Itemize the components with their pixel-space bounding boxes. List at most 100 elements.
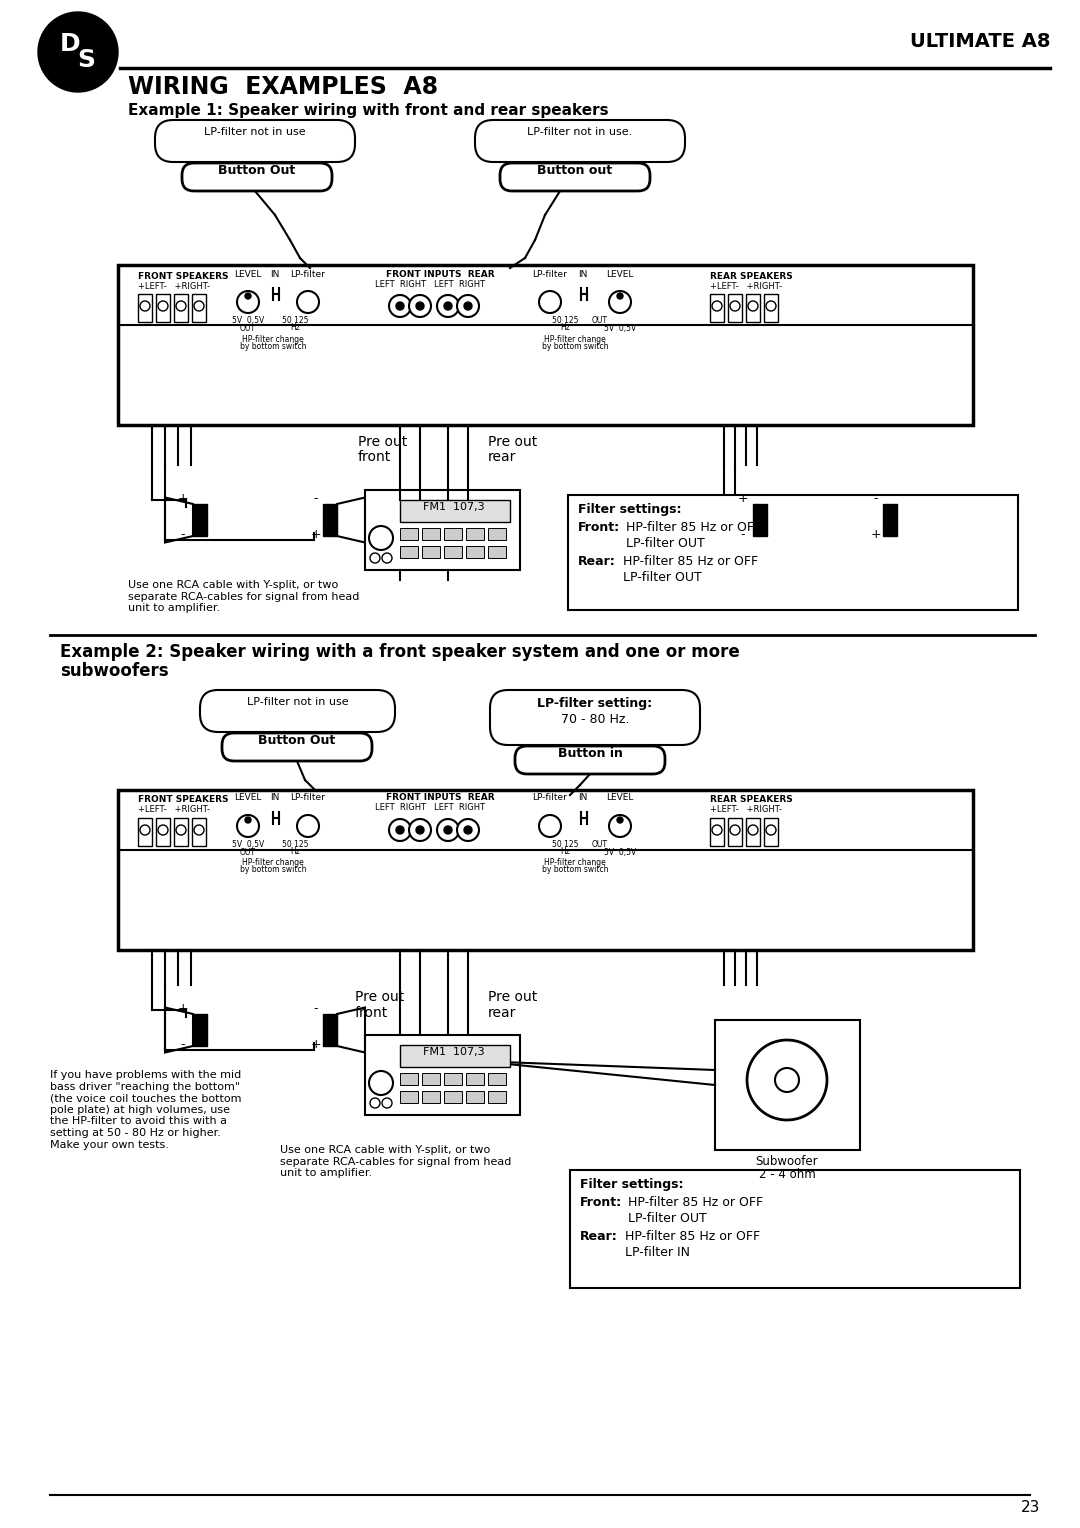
Polygon shape — [165, 1007, 193, 1053]
Bar — [138, 817, 152, 847]
Text: Pre out: Pre out — [357, 435, 407, 449]
Text: 5V  0,5V: 5V 0,5V — [604, 848, 636, 857]
Bar — [118, 264, 973, 425]
Text: by bottom switch: by bottom switch — [542, 342, 608, 351]
Bar — [465, 1073, 484, 1085]
Bar — [488, 545, 507, 558]
Text: front: front — [355, 1005, 388, 1021]
Bar — [570, 1170, 1020, 1288]
Bar — [323, 1015, 337, 1047]
Circle shape — [409, 295, 431, 316]
Circle shape — [609, 814, 631, 837]
Bar — [400, 529, 418, 539]
Text: Button out: Button out — [538, 163, 612, 177]
Bar — [400, 545, 418, 558]
Circle shape — [416, 303, 424, 310]
Text: Button Out: Button Out — [258, 733, 336, 747]
Bar — [422, 1073, 440, 1085]
Circle shape — [396, 303, 404, 310]
Bar — [192, 293, 206, 322]
Text: IN: IN — [270, 793, 280, 802]
Bar — [465, 545, 484, 558]
Text: Filter settings:: Filter settings: — [578, 503, 681, 516]
Text: Rear:: Rear: — [580, 1230, 618, 1242]
Circle shape — [539, 814, 561, 837]
Text: ULTIMATE A8: ULTIMATE A8 — [909, 32, 1050, 50]
FancyBboxPatch shape — [490, 691, 700, 746]
Polygon shape — [165, 498, 193, 542]
Bar — [488, 529, 507, 539]
Circle shape — [245, 293, 251, 299]
Text: HP-filter 85 Hz or OFF: HP-filter 85 Hz or OFF — [627, 1196, 764, 1209]
Text: LP-filter not in use: LP-filter not in use — [247, 697, 349, 707]
Text: S: S — [77, 47, 95, 72]
Bar — [728, 817, 742, 847]
Text: -: - — [741, 529, 745, 541]
Circle shape — [617, 293, 623, 299]
Text: LP-filter OUT: LP-filter OUT — [626, 536, 705, 550]
Bar — [444, 529, 462, 539]
Text: +: + — [311, 529, 322, 541]
Text: HP-filter 85 Hz or OFF: HP-filter 85 Hz or OFF — [623, 555, 758, 568]
Bar — [193, 504, 207, 536]
Circle shape — [245, 817, 251, 824]
Text: +LEFT-   +RIGHT-: +LEFT- +RIGHT- — [138, 283, 210, 290]
FancyBboxPatch shape — [500, 163, 650, 191]
Text: 2 - 4 ohm: 2 - 4 ohm — [758, 1167, 815, 1181]
Bar — [488, 1091, 507, 1103]
Circle shape — [389, 819, 411, 840]
Bar — [488, 1073, 507, 1085]
Text: REAR SPEAKERS: REAR SPEAKERS — [710, 272, 793, 281]
Text: 5V  0,5V: 5V 0,5V — [604, 324, 636, 333]
Text: +: + — [870, 529, 881, 541]
Circle shape — [140, 825, 150, 834]
Bar — [444, 545, 462, 558]
Text: 5V  0,5V: 5V 0,5V — [232, 840, 265, 850]
Bar — [422, 545, 440, 558]
Circle shape — [730, 825, 740, 834]
Text: FRONT SPEAKERS: FRONT SPEAKERS — [138, 272, 229, 281]
Text: +: + — [311, 1038, 322, 1051]
Polygon shape — [337, 1007, 365, 1053]
Circle shape — [539, 290, 561, 313]
Text: LEVEL: LEVEL — [234, 270, 261, 280]
Circle shape — [369, 1071, 393, 1096]
Circle shape — [748, 301, 758, 312]
Text: LP-filter not in use.: LP-filter not in use. — [527, 127, 633, 138]
Text: Hz: Hz — [291, 847, 300, 856]
Circle shape — [237, 814, 259, 837]
Circle shape — [176, 825, 186, 834]
Circle shape — [369, 526, 393, 550]
Circle shape — [437, 295, 459, 316]
Polygon shape — [897, 498, 924, 542]
Text: Front:: Front: — [580, 1196, 622, 1209]
Bar — [156, 293, 170, 322]
Polygon shape — [337, 498, 365, 542]
Text: LP-filter OUT: LP-filter OUT — [623, 571, 702, 584]
Text: by bottom switch: by bottom switch — [240, 342, 307, 351]
Bar — [323, 504, 337, 536]
Text: LEFT  RIGHT   LEFT  RIGHT: LEFT RIGHT LEFT RIGHT — [375, 804, 485, 811]
Text: LP-filter: LP-filter — [532, 270, 567, 280]
Text: LP-filter: LP-filter — [291, 270, 325, 280]
Text: 50 125: 50 125 — [552, 840, 578, 850]
Text: 5V  0,5V: 5V 0,5V — [232, 316, 265, 325]
Circle shape — [457, 295, 480, 316]
Bar — [465, 1091, 484, 1103]
Bar — [365, 490, 519, 570]
Circle shape — [370, 553, 380, 562]
Text: by bottom switch: by bottom switch — [240, 865, 307, 874]
Circle shape — [609, 290, 631, 313]
Bar — [400, 1091, 418, 1103]
Text: LEVEL: LEVEL — [234, 793, 261, 802]
FancyBboxPatch shape — [156, 121, 355, 162]
Text: FM1  107,3: FM1 107,3 — [423, 1047, 485, 1057]
Text: rear: rear — [488, 1005, 516, 1021]
Text: Example 2: Speaker wiring with a front speaker system and one or more: Example 2: Speaker wiring with a front s… — [60, 643, 740, 662]
Text: HP-filter change: HP-filter change — [544, 335, 606, 344]
Text: front: front — [357, 451, 391, 465]
Circle shape — [712, 825, 723, 834]
Bar — [753, 504, 767, 536]
Bar — [400, 500, 510, 523]
Text: If you have problems with the mid
bass driver "reaching the bottom"
(the voice c: If you have problems with the mid bass d… — [50, 1070, 242, 1149]
